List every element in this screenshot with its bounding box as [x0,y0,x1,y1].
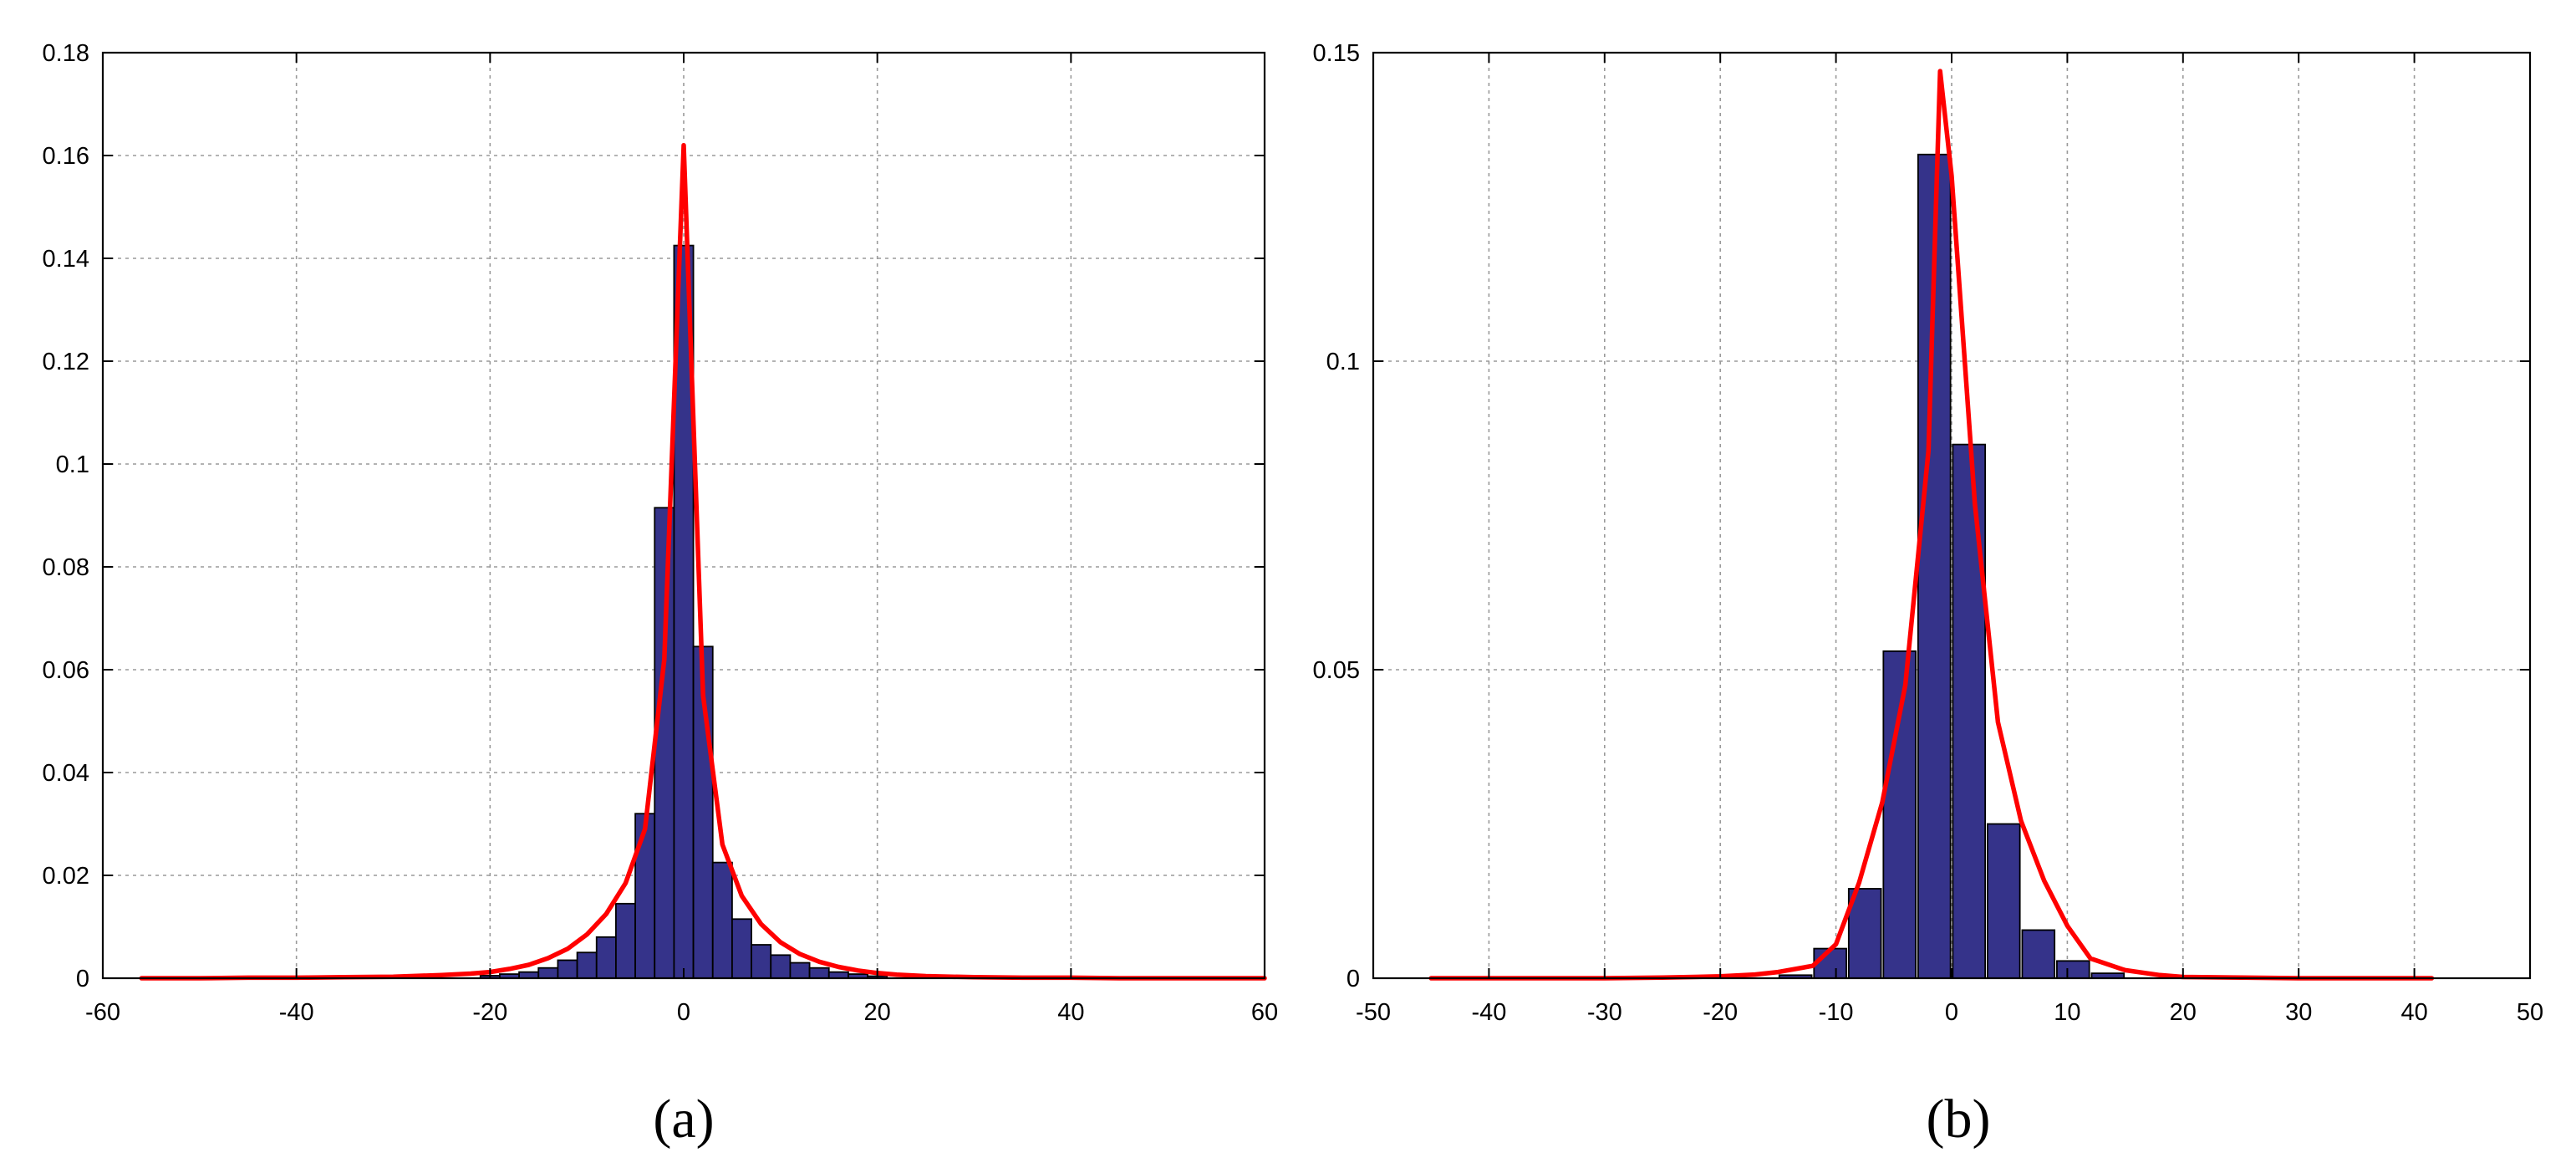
x-tick-label: -50 [1356,999,1391,1026]
y-tick-label: 0.12 [43,349,89,375]
histogram-bar [518,971,540,979]
x-tick-label: -40 [279,999,314,1026]
chart-panel-b: -50 -40 -30 -20 -10 0 10 20 30 40 50 0 0.05 0.1 0.15 (b… [1313,40,2544,1150]
x-tick-label: 50 [2517,999,2543,1026]
histogram-bar [827,971,849,979]
x-tick-label: 40 [1057,999,1084,1026]
y-tick-label: 0.06 [43,657,89,684]
y-tick-label: 0.1 [1326,349,1360,375]
histogram-bar [615,902,636,979]
x-tick-label: -20 [1703,999,1738,1026]
chart-panel-a: -60 -40 -20 0 20 40 60 0 0.02 0.04 0.06 0.08 0.1 0.12… [43,40,1279,1150]
y-tick-label: 0.16 [43,143,89,170]
histogram-bar [711,861,733,979]
histogram-bar [808,967,830,979]
histogram-bar [654,507,675,979]
x-tick-label: -10 [1819,999,1854,1026]
x-tick-label: 0 [677,999,690,1026]
histogram-bar [634,813,656,979]
y-tick-label: 0.15 [1313,40,1360,67]
histogram-bar [595,936,617,979]
histogram-bar [537,967,559,979]
y-tick-label: 0.14 [43,246,89,273]
histogram-bar [2021,929,2056,979]
histogram-bar [576,951,598,979]
y-tick-label: 0.08 [43,554,89,581]
histogram-bar [731,918,752,979]
y-tick-label: 0.1 [56,451,89,478]
y-tick-label: 0 [1347,966,1360,992]
histogram-bar [1882,650,1917,979]
histogram-bar [2056,960,2090,979]
histogram-bar [789,961,811,979]
histogram-bar [1847,888,1882,979]
y-tick-label: 0.05 [1313,657,1360,684]
x-tick-label: -60 [85,999,120,1026]
histogram-bar [1813,947,1847,979]
histogram-bar [770,954,792,979]
y-tick-label: 0.02 [43,863,89,890]
x-tick-label: -30 [1587,999,1622,1026]
panel-caption: (a) [653,1089,714,1150]
x-tick-label: 0 [1945,999,1958,1026]
y-tick-label: 0.04 [43,760,89,787]
x-tick-label: 20 [2170,999,2197,1026]
histogram-bar [751,944,772,979]
x-tick-label: 30 [2285,999,2312,1026]
y-tick-label: 0.18 [43,40,89,67]
histogram-bar [557,959,578,979]
histogram-bar [1987,823,2021,979]
x-tick-label: 10 [2054,999,2080,1026]
x-tick-label: 40 [2400,999,2427,1026]
x-tick-label: 20 [864,999,891,1026]
x-tick-label: -40 [1471,999,1506,1026]
y-tick-label: 0 [76,966,89,992]
x-tick-label: 60 [1251,999,1278,1026]
fit-curve-line [139,142,1267,981]
fit-curve-line [1428,69,2435,981]
x-tick-label: -20 [472,999,507,1026]
panel-caption: (b) [1927,1089,1991,1150]
histogram-bar [1952,443,1987,979]
